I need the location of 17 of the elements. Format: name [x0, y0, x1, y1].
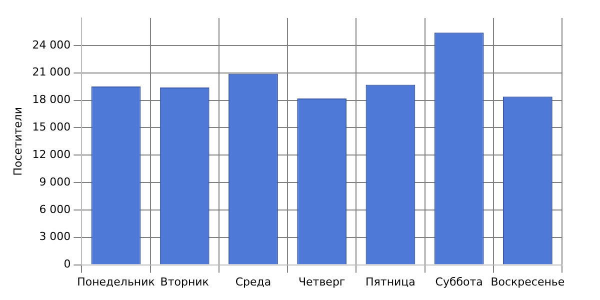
- x-tick-label: Суббота: [435, 275, 483, 288]
- y-tick-label: 9 000: [39, 175, 71, 188]
- x-tick-label: Вторник: [160, 275, 210, 288]
- y-tick-label: 0: [64, 258, 71, 271]
- x-tick-label: Пятница: [366, 275, 416, 288]
- y-tick-label: 21 000: [32, 66, 71, 79]
- y-tick-label: 12 000: [32, 148, 71, 161]
- x-tick-label: Воскресенье: [490, 275, 565, 288]
- y-tick-label: 6 000: [39, 202, 71, 216]
- y-tick-label: 3 000: [39, 230, 71, 244]
- x-tick-label: Понедельник: [77, 275, 156, 288]
- y-tick-label: 18 000: [32, 93, 71, 106]
- y-tick-label: 15 000: [32, 120, 71, 134]
- y-axis-title: Посетители: [11, 107, 24, 176]
- x-tick-label: Среда: [235, 275, 272, 288]
- y-tick-label: 24 000: [32, 38, 71, 52]
- x-tick-label: Четверг: [298, 275, 346, 288]
